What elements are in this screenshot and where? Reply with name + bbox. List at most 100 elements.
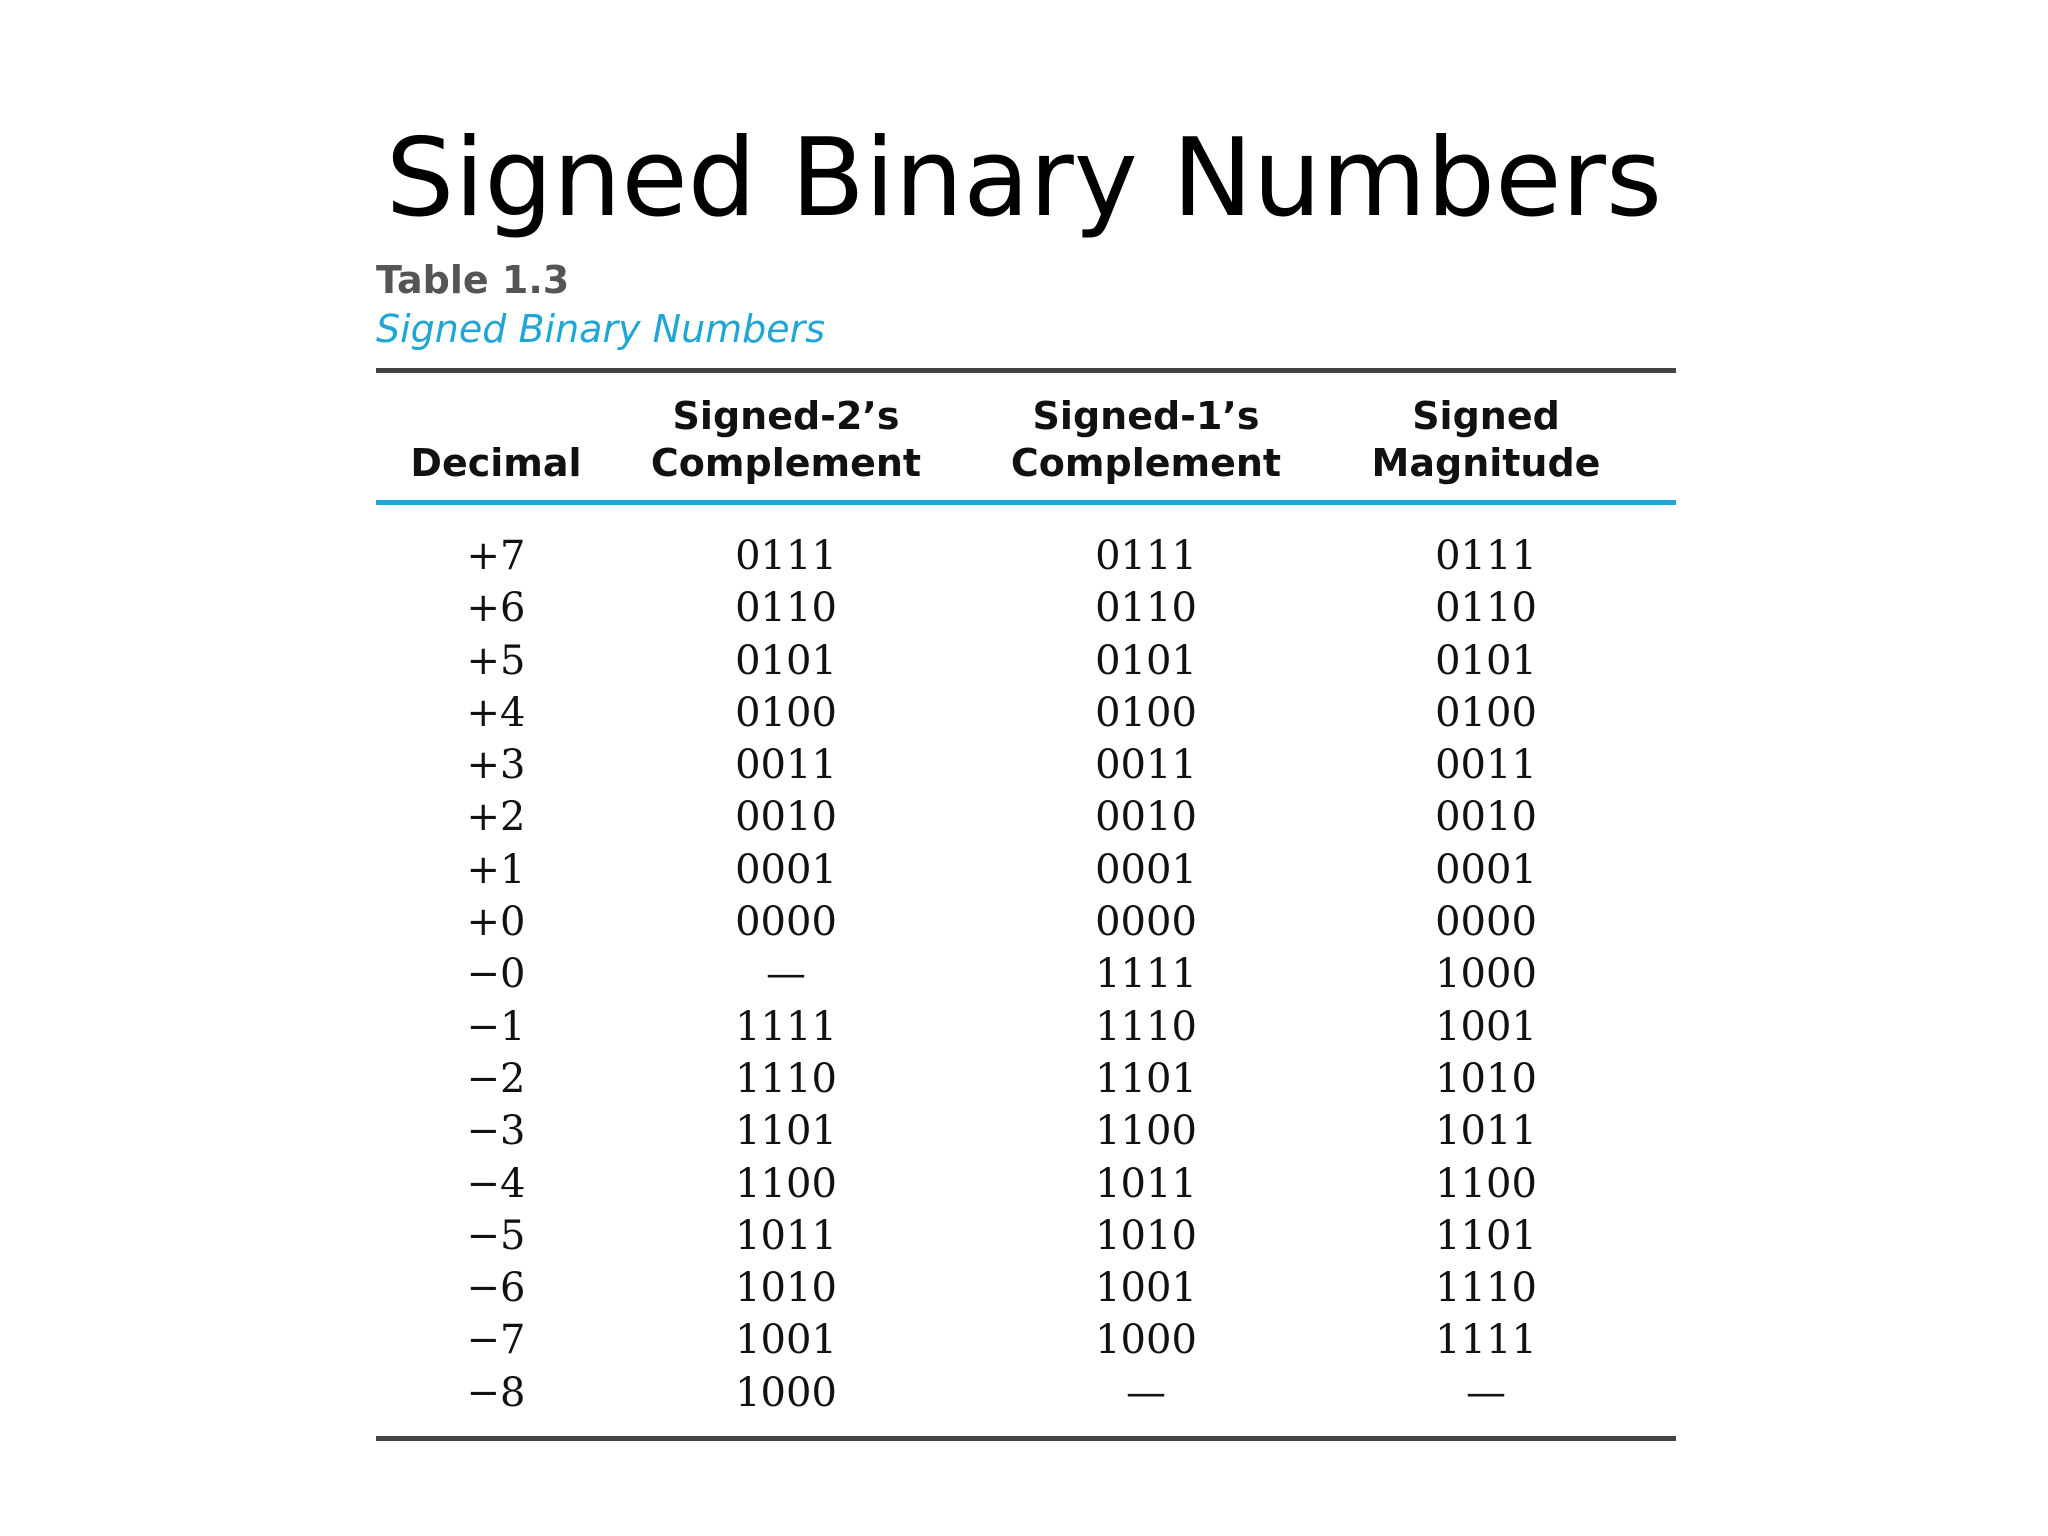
header-mag-line1: Signed	[1412, 394, 1560, 438]
cell-signed-magnitude: 0110	[1435, 585, 1537, 632]
cell-2s-complement: 0010	[735, 794, 837, 841]
cell-signed-magnitude: —	[1466, 1369, 1506, 1416]
table-row: −2 1110 1101 1010	[376, 1053, 1676, 1105]
cell-1s-complement: 1100	[1095, 1108, 1197, 1155]
cell-decimal: +4	[466, 689, 526, 736]
header-1s-line2: Complement	[1010, 441, 1282, 485]
cell-2s-complement: 1011	[735, 1212, 837, 1259]
cell-2s-complement: 0000	[735, 899, 837, 946]
cell-decimal: −4	[466, 1160, 526, 1207]
header-1s-line1: Signed-1’s	[1032, 394, 1260, 438]
cell-decimal: −3	[466, 1108, 526, 1155]
cell-2s-complement: 1100	[735, 1160, 837, 1207]
cell-1s-complement: 0000	[1095, 899, 1197, 946]
table-row: −5 1011 1010 1101	[376, 1210, 1676, 1262]
table-number: Table 1.3	[376, 258, 570, 302]
table-row: +5 0101 0101 0101	[376, 635, 1676, 687]
cell-1s-complement: 0110	[1095, 585, 1197, 632]
table-row: −7 1001 1000 1111	[376, 1314, 1676, 1366]
cell-decimal: −8	[466, 1369, 526, 1416]
header-decimal: Decimal	[376, 440, 616, 487]
cell-1s-complement: 1010	[1095, 1212, 1197, 1259]
cell-decimal: +1	[466, 846, 526, 893]
cell-decimal: −6	[466, 1265, 526, 1312]
cell-decimal: +5	[466, 637, 526, 684]
table-row: −1 1111 1110 1001	[376, 1001, 1676, 1053]
cell-signed-magnitude: 0010	[1435, 794, 1537, 841]
cell-decimal: −1	[466, 1003, 526, 1050]
table-row: −6 1010 1001 1110	[376, 1262, 1676, 1314]
cell-decimal: +7	[466, 533, 526, 579]
cell-decimal: +0	[466, 899, 526, 946]
cell-1s-complement: 0010	[1095, 794, 1197, 841]
table-row: −4 1100 1011 1100	[376, 1158, 1676, 1210]
table-row: −8 1000 — —	[376, 1367, 1676, 1419]
slide-title: Signed Binary Numbers	[385, 116, 1663, 241]
cell-2s-complement: 1001	[735, 1317, 837, 1364]
cell-decimal: +2	[466, 794, 526, 841]
cell-1s-complement: 0111	[1095, 533, 1197, 579]
cell-signed-magnitude: 0100	[1435, 689, 1537, 736]
cell-signed-magnitude: 1101	[1435, 1212, 1537, 1259]
cell-1s-complement: 0101	[1095, 637, 1197, 684]
cell-1s-complement: —	[1126, 1369, 1166, 1416]
cell-1s-complement: 1000	[1095, 1317, 1197, 1364]
table-row: +2 0010 0010 0010	[376, 791, 1676, 843]
header-decimal-line2: Decimal	[410, 441, 582, 485]
cell-signed-magnitude: 0111	[1435, 533, 1537, 579]
table-row: +4 0100 0100 0100	[376, 687, 1676, 739]
header-2s-line1: Signed-2’s	[672, 394, 900, 438]
cell-2s-complement: 0110	[735, 585, 837, 632]
cell-2s-complement: 0011	[735, 742, 837, 789]
header-signed-magnitude: Signed Magnitude	[1316, 393, 1656, 487]
table-row: +7 0111 0111 0111	[376, 530, 1676, 582]
cell-signed-magnitude: 1011	[1435, 1108, 1537, 1155]
cell-signed-magnitude: 1110	[1435, 1265, 1537, 1312]
table-caption: Table 1.3 Signed Binary Numbers	[376, 258, 825, 353]
table-row: +6 0110 0110 0110	[376, 582, 1676, 634]
header-signed-1s-complement: Signed-1’s Complement	[976, 393, 1316, 487]
cell-signed-magnitude: 0001	[1435, 846, 1537, 893]
cell-signed-magnitude: 0011	[1435, 742, 1537, 789]
cell-1s-complement: 0100	[1095, 689, 1197, 736]
cell-2s-complement: 0001	[735, 846, 837, 893]
table-row: −0 — 1111 1000	[376, 948, 1676, 1000]
table-row: +3 0011 0011 0011	[376, 739, 1676, 791]
cell-2s-complement: 1110	[735, 1055, 837, 1102]
table-bottom-rule	[376, 1436, 1676, 1441]
cell-1s-complement: 1011	[1095, 1160, 1197, 1207]
cell-signed-magnitude: 0101	[1435, 637, 1537, 684]
cell-2s-complement: 0111	[735, 533, 837, 579]
cell-decimal: −7	[466, 1317, 526, 1364]
cell-decimal: +6	[466, 585, 526, 632]
header-2s-line2: Complement	[650, 441, 922, 485]
table-row: +0 0000 0000 0000	[376, 896, 1676, 948]
cell-1s-complement: 1001	[1095, 1265, 1197, 1312]
header-mag-line2: Magnitude	[1371, 441, 1601, 485]
table-header: Decimal Signed-2’s Complement Signed-1’s…	[376, 390, 1676, 495]
cell-decimal: −5	[466, 1212, 526, 1259]
cell-decimal: +3	[466, 742, 526, 789]
table-row: −3 1101 1100 1011	[376, 1105, 1676, 1157]
cell-decimal: −0	[466, 951, 526, 998]
table-top-rule	[376, 368, 1676, 373]
cell-1s-complement: 1101	[1095, 1055, 1197, 1102]
table-body: +7 0111 0111 0111 +6 0110 0110 0110 +5 0…	[376, 530, 1676, 1419]
cell-decimal: −2	[466, 1055, 526, 1102]
cell-1s-complement: 1110	[1095, 1003, 1197, 1050]
cell-1s-complement: 0011	[1095, 742, 1197, 789]
cell-1s-complement: 1111	[1095, 951, 1197, 998]
table-name: Signed Binary Numbers	[376, 306, 826, 351]
table-row: +1 0001 0001 0001	[376, 844, 1676, 896]
cell-1s-complement: 0001	[1095, 846, 1197, 893]
cell-2s-complement: 1111	[735, 1003, 837, 1050]
cell-2s-complement: —	[766, 951, 806, 998]
cell-signed-magnitude: 1010	[1435, 1055, 1537, 1102]
cell-2s-complement: 1101	[735, 1108, 837, 1155]
cell-2s-complement: 1000	[735, 1369, 837, 1416]
cell-signed-magnitude: 1001	[1435, 1003, 1537, 1050]
cell-2s-complement: 0101	[735, 637, 837, 684]
table-header-rule	[376, 500, 1676, 505]
cell-signed-magnitude: 1111	[1435, 1317, 1537, 1364]
cell-signed-magnitude: 1100	[1435, 1160, 1537, 1207]
